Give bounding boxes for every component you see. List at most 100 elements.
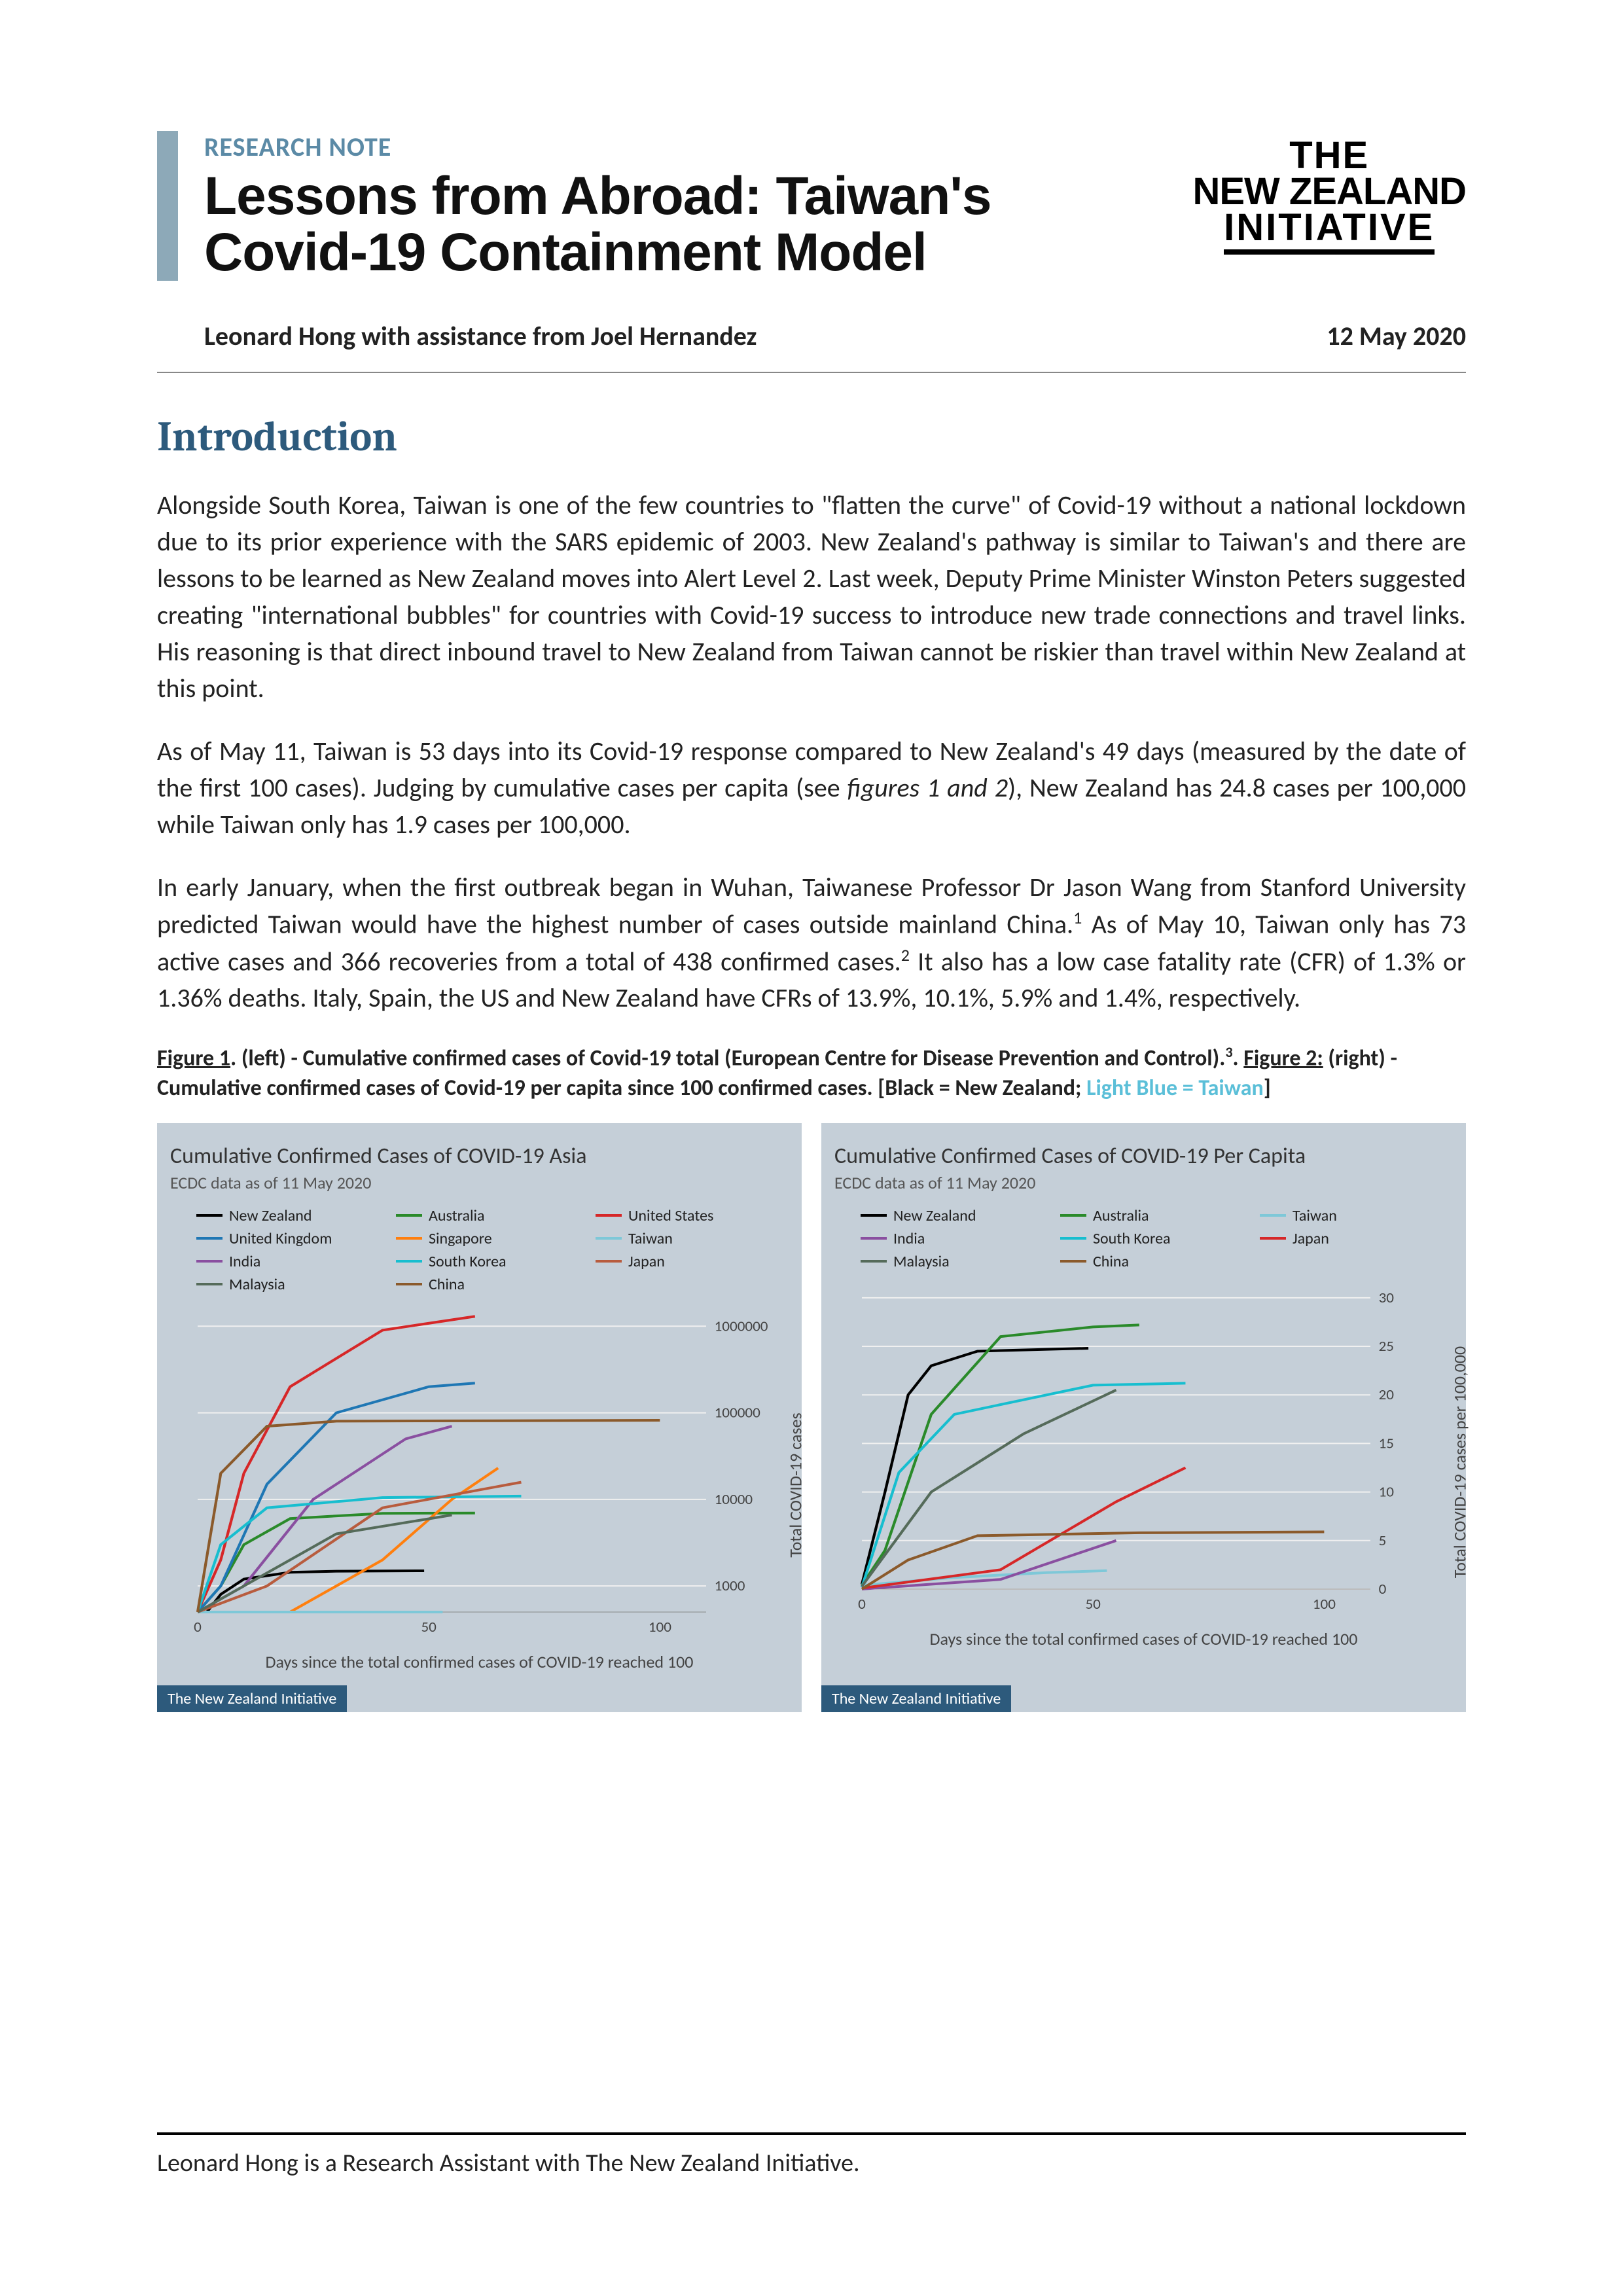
legend-item: Malaysia [861,1252,1054,1271]
chart-2-subtitle: ECDC data as of 11 May 2020 [834,1172,1453,1193]
fig-gap: . [1233,1045,1244,1071]
legend-item: South Korea [1060,1229,1253,1248]
legend-label: China [1093,1252,1129,1271]
legend-swatch [396,1260,422,1263]
legend-label: Australia [429,1206,485,1225]
charts-row: Cumulative Confirmed Cases of COVID-19 A… [157,1123,1466,1712]
legend-label: Malaysia [893,1252,950,1271]
legend-item: Taiwan [596,1229,789,1248]
legend-item: China [1060,1252,1253,1271]
legend-item: Australia [1060,1206,1253,1225]
legend-swatch [596,1260,622,1263]
legend-item: United Kingdom [196,1229,389,1248]
legend-label: New Zealand [229,1206,312,1225]
legend-item: China [396,1275,589,1294]
figure-caption: Figure 1. (left) - Cumulative confirmed … [157,1043,1466,1103]
svg-text:100000: 100000 [715,1405,760,1422]
svg-text:1000000: 1000000 [715,1318,768,1335]
byline: Leonard Hong with assistance from Joel H… [204,320,757,352]
legend-item: India [861,1229,1054,1248]
legend-swatch [861,1214,887,1217]
legend-label: United Kingdom [229,1229,332,1248]
paragraph-3: In early January, when the first outbrea… [157,869,1466,1016]
chart-1-xlabel: Days since the total confirmed cases of … [170,1651,789,1672]
legend-swatch [1260,1237,1286,1240]
svg-text:30: 30 [1379,1289,1394,1306]
chart-2-plot: Total COVID-19 cases per 100,000 0510152… [834,1282,1453,1622]
legend-swatch [861,1237,887,1240]
body-text: Alongside South Korea, Taiwan is one of … [157,487,1466,1016]
legend-swatch [861,1260,887,1263]
legend-swatch [396,1237,422,1240]
svg-text:10000: 10000 [715,1491,753,1508]
svg-text:50: 50 [421,1619,436,1636]
chart-2-title: Cumulative Confirmed Cases of COVID-19 P… [834,1143,1453,1170]
svg-text:20: 20 [1379,1387,1394,1404]
svg-text:100: 100 [1313,1596,1336,1613]
svg-text:15: 15 [1379,1435,1394,1452]
accent-bar [157,131,178,281]
legend-item: Australia [396,1206,589,1225]
chart-1-title: Cumulative Confirmed Cases of COVID-19 A… [170,1143,789,1170]
footnote-1: 1 [1073,907,1082,928]
fig2-label: Figure 2: [1243,1045,1323,1071]
chart-2: Cumulative Confirmed Cases of COVID-19 P… [821,1123,1466,1712]
logo-line-1: THE [1192,137,1466,173]
legend-label: Japan [628,1252,665,1271]
legend-swatch [396,1214,422,1217]
document-label: RESEARCH NOTE [204,131,1166,163]
nzi-logo: THE NEW ZEALAND INITIATIVE [1192,131,1466,255]
legend-swatch [196,1283,223,1285]
legend-swatch [196,1237,223,1240]
legend-item: Taiwan [1260,1206,1453,1225]
svg-text:0: 0 [858,1596,866,1613]
fig2-lightblue: Light Blue = Taiwan [1086,1075,1264,1102]
fig1-text: . (left) - Cumulative confirmed cases of… [230,1045,1225,1071]
legend-swatch [1060,1260,1086,1263]
legend-item: United States [596,1206,789,1225]
svg-text:0: 0 [194,1619,202,1636]
legend-label: Australia [1093,1206,1149,1225]
legend-item: New Zealand [196,1206,389,1225]
svg-text:1000: 1000 [715,1578,745,1595]
legend-item: Japan [596,1252,789,1271]
legend-label: Malaysia [229,1275,285,1294]
legend-item: New Zealand [861,1206,1054,1225]
chart-2-ylabel: Total COVID-19 cases per 100,000 [1449,1346,1470,1578]
legend-label: China [429,1275,465,1294]
svg-text:100: 100 [649,1619,671,1636]
svg-text:25: 25 [1379,1338,1394,1355]
legend-item: Malaysia [196,1275,389,1294]
legend-label: Taiwan [628,1229,673,1248]
footer: Leonard Hong is a Research Assistant wit… [157,2132,1466,2178]
svg-text:0: 0 [1379,1581,1387,1598]
paragraph-2: As of May 11, Taiwan is 53 days into its… [157,733,1466,843]
legend-item: India [196,1252,389,1271]
legend-label: Taiwan [1293,1206,1337,1225]
legend-swatch [196,1260,223,1263]
chart-2-legend: New Zealand Australia Taiwan India South Kor… [834,1206,1453,1271]
legend-swatch [396,1283,422,1285]
legend-swatch [596,1237,622,1240]
chart-2-xlabel: Days since the total confirmed cases of … [834,1628,1453,1649]
paragraph-1: Alongside South Korea, Taiwan is one of … [157,487,1466,707]
legend-label: India [893,1229,925,1248]
chart-1-plot: Total COVID-19 cases 1000100001000001000… [170,1304,789,1645]
byline-row: Leonard Hong with assistance from Joel H… [157,300,1466,373]
legend-swatch [1260,1214,1286,1217]
legend-label: Singapore [429,1229,492,1248]
legend-label: South Korea [429,1252,507,1271]
legend-label: United States [628,1206,713,1225]
fig2-end: ] [1264,1075,1271,1102]
chart-1: Cumulative Confirmed Cases of COVID-19 A… [157,1123,802,1712]
chart-2-badge: The New Zealand Initiative [821,1685,1011,1712]
legend-swatch [1060,1214,1086,1217]
svg-text:50: 50 [1085,1596,1100,1613]
p2-em: figures 1 and 2 [847,772,1008,804]
footnote-2: 2 [901,944,910,965]
fig1-label: Figure 1 [157,1045,230,1071]
legend-item: Japan [1260,1229,1453,1248]
legend-swatch [596,1214,622,1217]
chart-1-legend: New Zealand Australia United States United … [170,1206,789,1294]
legend-label: India [229,1252,260,1271]
